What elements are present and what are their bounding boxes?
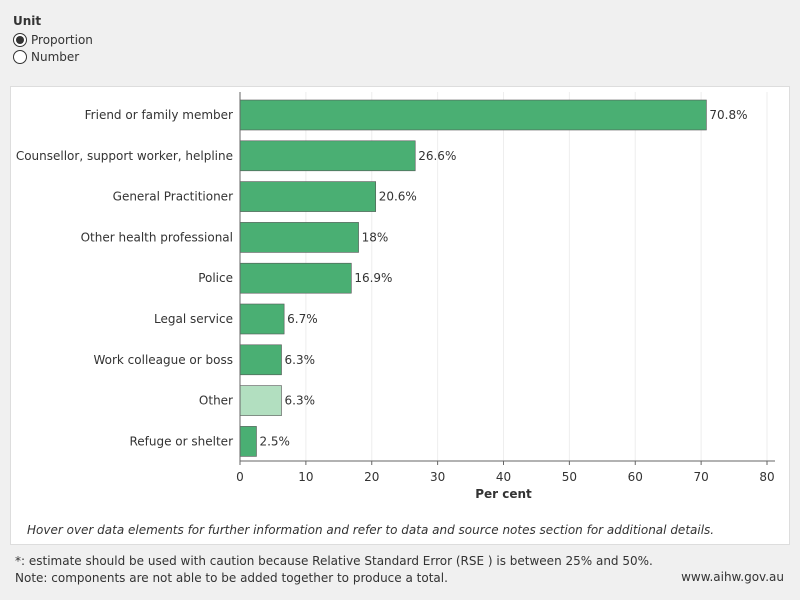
category-label-4: Police (198, 271, 233, 285)
category-label-6: Work colleague or boss (93, 353, 233, 367)
category-label-7: Other (199, 394, 233, 408)
x-tick-label-0: 0 (236, 470, 244, 484)
bar-1[interactable] (239, 140, 416, 172)
x-tick-label-4: 40 (496, 470, 511, 484)
category-label-2: General Practitioner (113, 190, 233, 204)
value-label-8: 2.5% (259, 434, 290, 448)
radio-selected-icon[interactable] (13, 32, 27, 47)
value-label-3: 18% (362, 230, 389, 244)
radio-proportion[interactable]: Proportion (13, 31, 93, 48)
radio-label-proportion: Proportion (31, 32, 93, 47)
category-label-5: Legal service (154, 312, 233, 326)
bar-7[interactable] (239, 385, 282, 416)
chart-panel: Friend or family member 70.8% Counsellor, … (10, 86, 790, 545)
value-label-2: 20.6% (379, 190, 417, 204)
x-tick-label-3: 30 (430, 470, 445, 484)
bar-6[interactable] (239, 344, 282, 376)
category-label-8: Refuge or shelter (129, 434, 233, 448)
x-axis-title: Per cent (475, 487, 532, 501)
x-tick-label-5: 50 (562, 470, 577, 484)
bar-3[interactable] (239, 222, 359, 253)
site-url[interactable]: www.aihw.gov.au (681, 570, 784, 584)
category-label-3: Other health professional (81, 230, 233, 244)
x-tick-label-8: 80 (759, 470, 774, 484)
value-label-0: 70.8% (709, 108, 747, 122)
value-label-6: 6.3% (285, 353, 316, 367)
category-label-0: Friend or family member (85, 108, 233, 122)
value-label-1: 26.6% (418, 149, 456, 163)
value-label-7: 6.3% (285, 394, 316, 408)
category-label-1: Counsellor, support worker, helpline (16, 149, 233, 163)
unit-title: Unit (13, 14, 42, 28)
footnote: *: estimate should be used with caution … (15, 554, 653, 585)
radio-number[interactable]: Number (13, 48, 93, 65)
x-tick-label-1: 10 (298, 470, 313, 484)
bar-4[interactable] (239, 262, 352, 294)
x-tick-label-6: 60 (628, 470, 643, 484)
bar-8[interactable] (239, 426, 257, 457)
bar-5[interactable] (239, 303, 285, 335)
bar-0[interactable] (239, 99, 707, 131)
radio-label-number: Number (31, 49, 80, 64)
x-tick-label-2: 20 (364, 470, 379, 484)
x-tick-label-7: 70 (693, 470, 708, 484)
bar-2[interactable] (239, 181, 377, 212)
value-label-5: 6.7% (287, 312, 318, 326)
radio-unselected-icon[interactable] (13, 49, 27, 64)
bar-chart: Friend or family member 70.8% Counsellor, … (16, 92, 775, 501)
unit-selector: Unit Proportion Number (13, 14, 93, 65)
hover-note: Hover over data elements for further inf… (27, 523, 715, 537)
value-label-4: 16.9% (354, 271, 392, 285)
